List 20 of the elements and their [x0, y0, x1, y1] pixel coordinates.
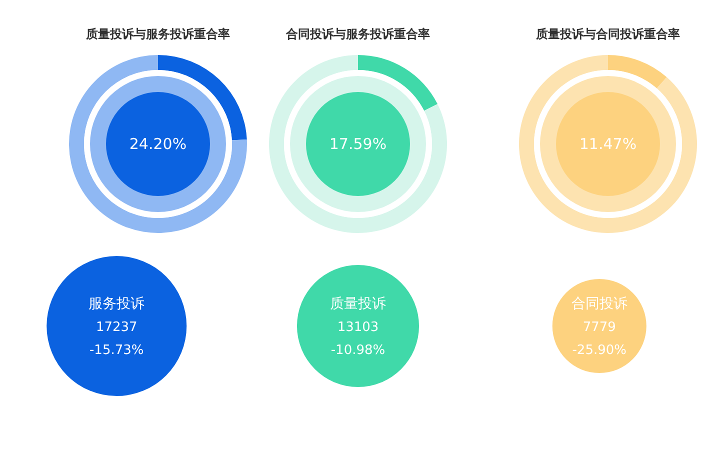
category-label: 质量投诉	[330, 296, 386, 312]
donut-slice	[69, 55, 247, 233]
chart-title: 合同投诉与服务投诉重合率	[285, 26, 431, 43]
chart-title: 质量投诉与合同投诉重合率	[535, 26, 681, 43]
text: 11.47%	[579, 135, 637, 153]
donut-slice	[269, 55, 447, 233]
text: -25.90%	[572, 343, 627, 358]
text: 24.20%	[129, 135, 187, 153]
donut-slice	[358, 55, 438, 111]
category-label: 服务投诉	[88, 296, 145, 312]
text: -10.98%	[330, 343, 386, 358]
data-label: 13103	[337, 320, 379, 335]
data-label: 17237	[96, 320, 138, 335]
category-label: 合同投诉	[571, 296, 628, 312]
data-label: 7779	[582, 320, 616, 335]
donut-slice	[519, 55, 697, 233]
text: 17.59%	[329, 135, 387, 153]
chart-title: 质量投诉与服务投诉重合率	[85, 26, 231, 43]
text: -15.73%	[89, 343, 144, 358]
donut-slice	[608, 55, 667, 88]
